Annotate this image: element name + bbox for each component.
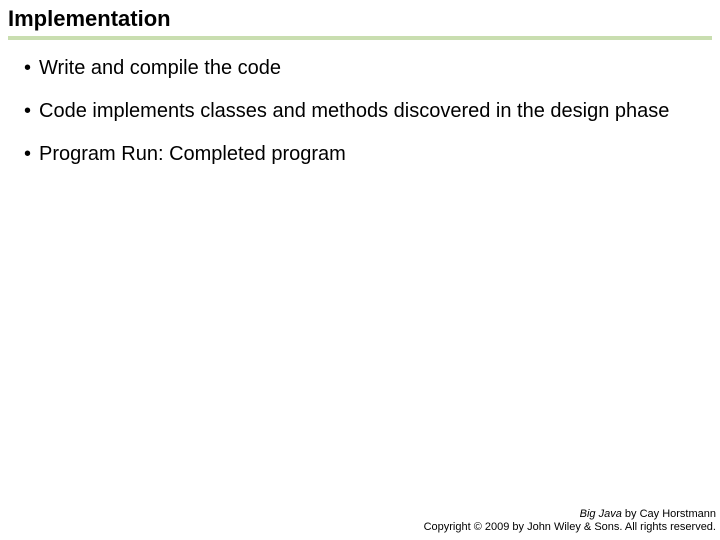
- bullet-text: Write and compile the code: [39, 56, 696, 81]
- list-item: • Write and compile the code: [24, 56, 696, 81]
- bullet-dot-icon: •: [24, 99, 31, 124]
- footer: Big Java by Cay Horstmann Copyright © 20…: [424, 508, 716, 534]
- list-item: • Code implements classes and methods di…: [24, 99, 696, 124]
- bullet-dot-icon: •: [24, 142, 31, 167]
- footer-line-1: Big Java by Cay Horstmann: [424, 508, 716, 521]
- footer-copyright: Copyright © 2009 by John Wiley & Sons. A…: [424, 521, 716, 534]
- footer-byline: by Cay Horstmann: [622, 508, 716, 520]
- bullet-text: Code implements classes and methods disc…: [39, 99, 696, 124]
- list-item: • Program Run: Completed program: [24, 142, 696, 167]
- bullet-text: Program Run: Completed program: [39, 142, 696, 167]
- bullet-list: • Write and compile the code • Code impl…: [0, 40, 720, 167]
- slide-title: Implementation: [8, 6, 712, 32]
- title-block: Implementation: [0, 0, 720, 40]
- footer-book-title: Big Java: [580, 508, 622, 520]
- bullet-dot-icon: •: [24, 56, 31, 81]
